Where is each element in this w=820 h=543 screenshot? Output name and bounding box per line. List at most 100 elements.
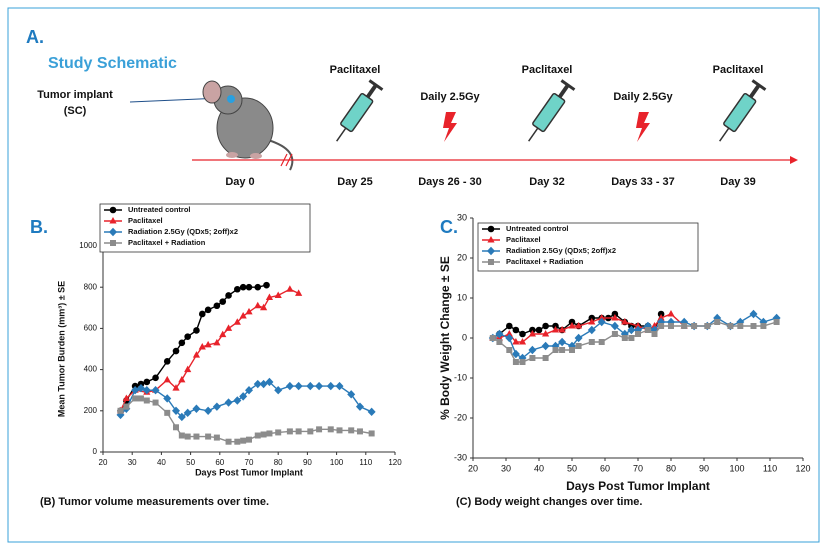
marker <box>645 327 651 333</box>
marker <box>295 382 303 390</box>
marker <box>179 340 186 347</box>
y-tick-label: 1000 <box>79 241 97 250</box>
x-tick-label: 120 <box>795 463 810 473</box>
marker <box>275 429 281 435</box>
marker <box>559 347 565 353</box>
marker <box>622 335 628 341</box>
marker <box>306 382 314 390</box>
x-tick-label: 20 <box>468 463 478 473</box>
marker <box>553 347 559 353</box>
marker <box>132 395 138 401</box>
x-tick-label: 90 <box>699 463 709 473</box>
marker <box>225 324 232 331</box>
x-tick-label: 100 <box>330 458 344 467</box>
x-tick-label: 80 <box>666 463 676 473</box>
marker <box>337 427 343 433</box>
marker <box>348 427 354 433</box>
y-tick-label: 10 <box>457 292 467 302</box>
x-axis-label: Days Post Tumor Implant <box>195 467 303 477</box>
marker <box>164 376 171 383</box>
x-tick-label: 90 <box>303 458 312 467</box>
syringe-icon <box>522 79 575 146</box>
marker <box>193 434 199 440</box>
marker <box>737 323 743 329</box>
marker <box>164 358 171 365</box>
marker <box>542 323 549 330</box>
marker <box>234 286 241 293</box>
marker <box>184 333 191 340</box>
y-tick-label: 800 <box>84 282 98 291</box>
marker <box>357 428 363 434</box>
figure: A. Study Schematic Tumor implant (SC) Pa… <box>0 0 820 543</box>
marker <box>296 428 302 434</box>
marker <box>599 339 605 345</box>
marker <box>255 433 261 439</box>
marker <box>558 338 566 346</box>
legend-label: Untreated control <box>128 205 191 214</box>
marker <box>286 382 294 390</box>
marker <box>513 359 519 365</box>
marker <box>628 335 634 341</box>
y-tick-label: 400 <box>84 365 98 374</box>
y-tick-label: 200 <box>84 406 98 415</box>
marker <box>652 331 658 337</box>
x-tick-label: 40 <box>534 463 544 473</box>
x-tick-label: 30 <box>501 463 511 473</box>
marker <box>213 402 221 410</box>
marker <box>496 339 502 345</box>
y-tick-label: -30 <box>454 452 467 462</box>
marker <box>261 431 267 437</box>
marker <box>205 307 212 314</box>
legend-label: Radiation 2.5Gy (QDx5; 2off)x2 <box>506 246 616 255</box>
x-tick-label: 30 <box>128 458 137 467</box>
legend-label: Paclitaxel + Radiation <box>128 238 206 247</box>
marker <box>307 428 313 434</box>
marker <box>193 327 200 334</box>
marker <box>328 426 334 432</box>
timeline-label: Day 32 <box>529 176 564 188</box>
y-tick-label: 0 <box>93 447 98 456</box>
y-axis-label: % Body Weight Change ± SE <box>438 256 452 420</box>
marker <box>173 424 179 430</box>
marker <box>246 284 253 291</box>
syringe-barrel <box>723 93 756 132</box>
marker <box>327 382 335 390</box>
x-tick-label: 110 <box>359 458 372 467</box>
x-tick-label: 60 <box>215 458 224 467</box>
marker <box>205 434 211 440</box>
marker <box>691 323 697 329</box>
marker <box>184 409 192 417</box>
marker <box>368 408 376 416</box>
y-tick-label: -20 <box>454 412 467 422</box>
marker <box>520 359 526 365</box>
marker <box>263 282 270 289</box>
panel-label: B. <box>30 217 48 237</box>
marker <box>245 308 252 315</box>
marker <box>233 396 241 404</box>
legend-label: Paclitaxel <box>128 216 163 225</box>
marker <box>369 430 375 436</box>
marker <box>286 285 293 292</box>
marker <box>178 376 185 383</box>
marker <box>589 339 595 345</box>
marker <box>219 298 226 305</box>
marker <box>144 398 150 404</box>
marker <box>204 407 212 415</box>
marker <box>254 284 261 291</box>
marker <box>110 207 117 214</box>
marker <box>542 342 550 350</box>
treatment-label: Daily 2.5Gy <box>420 91 480 103</box>
syringe-icon <box>713 79 766 146</box>
marker <box>714 319 720 325</box>
marker <box>110 240 116 246</box>
page: {"schematic":{"panel_label":"A.","title"… <box>0 0 820 543</box>
panel-label: A. <box>26 27 44 47</box>
schematic-title: Study Schematic <box>48 55 177 72</box>
marker <box>536 327 543 334</box>
x-tick-label: 100 <box>729 463 744 473</box>
treatment-label: Daily 2.5Gy <box>613 91 673 103</box>
x-tick-label: 50 <box>567 463 577 473</box>
lightning-icon <box>443 112 457 142</box>
x-tick-label: 40 <box>157 458 166 467</box>
marker <box>118 408 124 414</box>
